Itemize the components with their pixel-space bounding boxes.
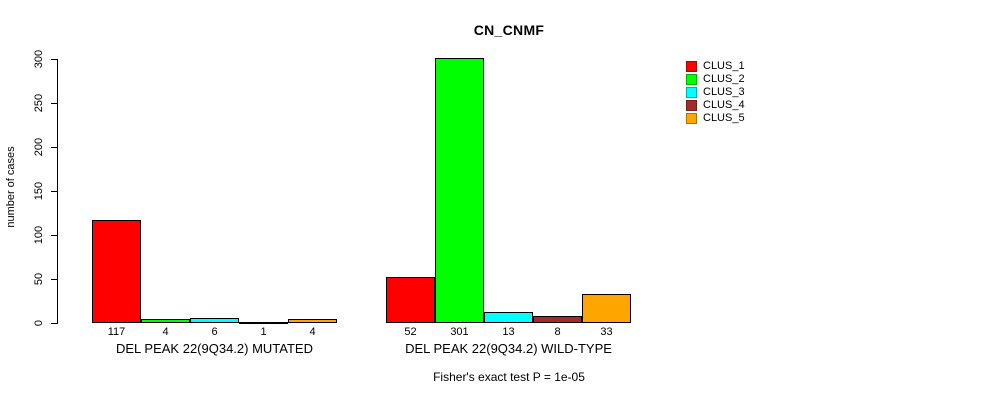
legend-swatch <box>686 61 697 72</box>
y-axis-tick <box>51 103 58 104</box>
footer-note: Fisher's exact test P = 1e-05 <box>433 370 585 384</box>
group-label: DEL PEAK 22(9Q34.2) MUTATED <box>116 341 313 356</box>
bar-value-label: 52 <box>404 326 417 338</box>
chart-title: CN_CNMF <box>473 22 545 38</box>
y-axis-tick-label: 200 <box>33 137 45 157</box>
bar <box>92 220 141 323</box>
bar-value-label: 4 <box>309 326 316 338</box>
bar <box>190 318 239 323</box>
legend-label: CLUS_2 <box>703 73 745 85</box>
bar <box>288 319 337 323</box>
legend-swatch <box>686 113 697 124</box>
y-axis-tick <box>51 323 58 324</box>
y-axis-tick-label: 100 <box>33 225 45 245</box>
bar-value-label: 1 <box>260 326 267 338</box>
y-axis-tick <box>51 235 58 236</box>
y-axis-tick-label: 0 <box>33 319 45 327</box>
bar <box>533 316 582 323</box>
bar-value-label: 6 <box>211 326 218 338</box>
legend-item: CLUS_2 <box>686 73 745 86</box>
legend-item: CLUS_1 <box>686 60 745 73</box>
bar <box>582 294 631 323</box>
legend-swatch <box>686 74 697 85</box>
bar-value-label: 13 <box>502 326 515 338</box>
bar <box>239 322 288 324</box>
legend-swatch <box>686 87 697 98</box>
y-axis-tick <box>51 279 58 280</box>
y-axis-tick-label: 50 <box>33 272 45 286</box>
y-axis-tick-label: 300 <box>33 49 45 69</box>
bar <box>484 312 533 323</box>
legend-label: CLUS_5 <box>703 112 745 124</box>
legend-item: CLUS_4 <box>686 99 745 112</box>
legend-label: CLUS_3 <box>703 86 745 98</box>
y-axis-tick <box>51 191 58 192</box>
y-axis-tick <box>51 59 58 60</box>
bar-value-label: 33 <box>600 326 613 338</box>
bar-value-label: 8 <box>554 326 561 338</box>
bar <box>386 277 435 323</box>
y-axis-tick-label: 250 <box>33 93 45 113</box>
bar <box>435 58 484 323</box>
legend-label: CLUS_4 <box>703 99 745 111</box>
legend: CLUS_1 CLUS_2 CLUS_3 CLUS_4 CLUS_5 <box>686 60 745 125</box>
y-axis-tick-label: 150 <box>33 181 45 201</box>
legend-label: CLUS_1 <box>703 60 745 72</box>
legend-item: CLUS_3 <box>686 86 745 99</box>
legend-swatch <box>686 100 697 111</box>
bar-value-label: 301 <box>450 326 469 338</box>
bar <box>141 319 190 323</box>
bar-value-label: 117 <box>107 326 126 338</box>
y-axis-label: number of cases <box>5 146 17 228</box>
y-axis-tick <box>51 147 58 148</box>
group-label: DEL PEAK 22(9Q34.2) WILD-TYPE <box>405 341 612 356</box>
bar-value-label: 4 <box>162 326 169 338</box>
legend-item: CLUS_5 <box>686 112 745 125</box>
